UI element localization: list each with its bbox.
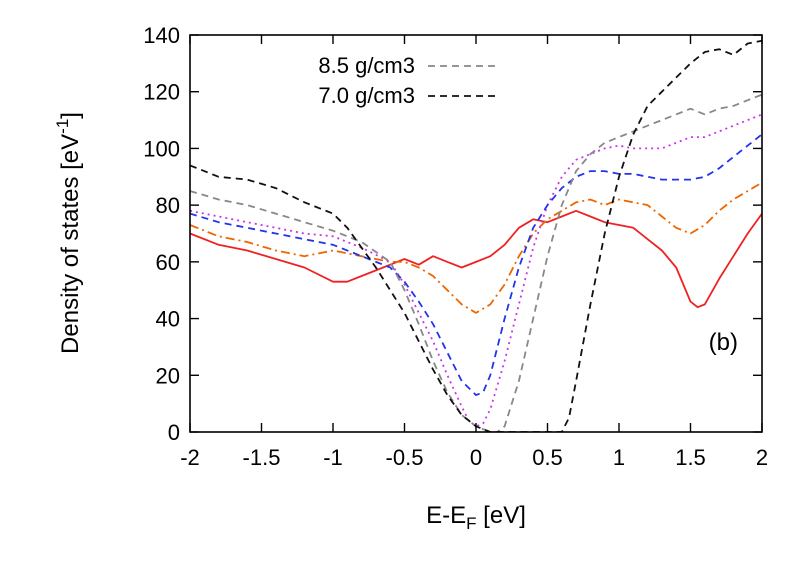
y-tick-label: 60 [156, 250, 180, 275]
y-axis-title-superscript: -1 [53, 119, 72, 134]
legend-label: 7.0 g/cm3 [318, 83, 415, 108]
x-tick-label: 0 [470, 445, 482, 470]
x-axis-title: E-EF [eV] [426, 502, 526, 533]
y-tick-label: 80 [156, 193, 180, 218]
y-tick-label: 120 [143, 80, 180, 105]
y-axis-title: Density of states [eV-1] [53, 112, 84, 354]
series-line-3 [190, 133, 762, 397]
x-axis-title-subscript: F [466, 514, 476, 533]
y-tick-label: 100 [143, 136, 180, 161]
x-tick-label: -2 [180, 445, 200, 470]
x-tick-label: 1.5 [675, 445, 706, 470]
y-axis-title-main: Density of states [eV [57, 134, 84, 354]
series-layer [190, 39, 762, 432]
y-tick-label: 20 [156, 363, 180, 388]
x-tick-label: -1.5 [243, 445, 281, 470]
x-tick-label: -0.5 [386, 445, 424, 470]
x-tick-label: 2 [756, 445, 768, 470]
series-line-1 [190, 181, 762, 314]
y-tick-label: 40 [156, 307, 180, 332]
panel-annotation: (b) [709, 329, 738, 356]
series-line-4 [190, 93, 762, 432]
legend: 8.5 g/cm3 7.0 g/cm3 [318, 53, 497, 108]
legend-label: 8.5 g/cm3 [318, 53, 415, 78]
y-tick-label: 140 [143, 23, 180, 48]
x-axis-title-main: E-E [426, 502, 466, 529]
y-axis-title-rest: ] [57, 112, 84, 119]
series-line-5 [190, 39, 762, 432]
x-axis-title-rest: [eV] [477, 502, 526, 529]
x-tick-label: 1 [613, 445, 625, 470]
x-tick-label: 0.5 [532, 445, 563, 470]
y-tick-label: 0 [168, 420, 180, 445]
series-line-2 [190, 113, 762, 428]
series-line-0 [190, 209, 762, 309]
x-tick-label: -1 [323, 445, 343, 470]
